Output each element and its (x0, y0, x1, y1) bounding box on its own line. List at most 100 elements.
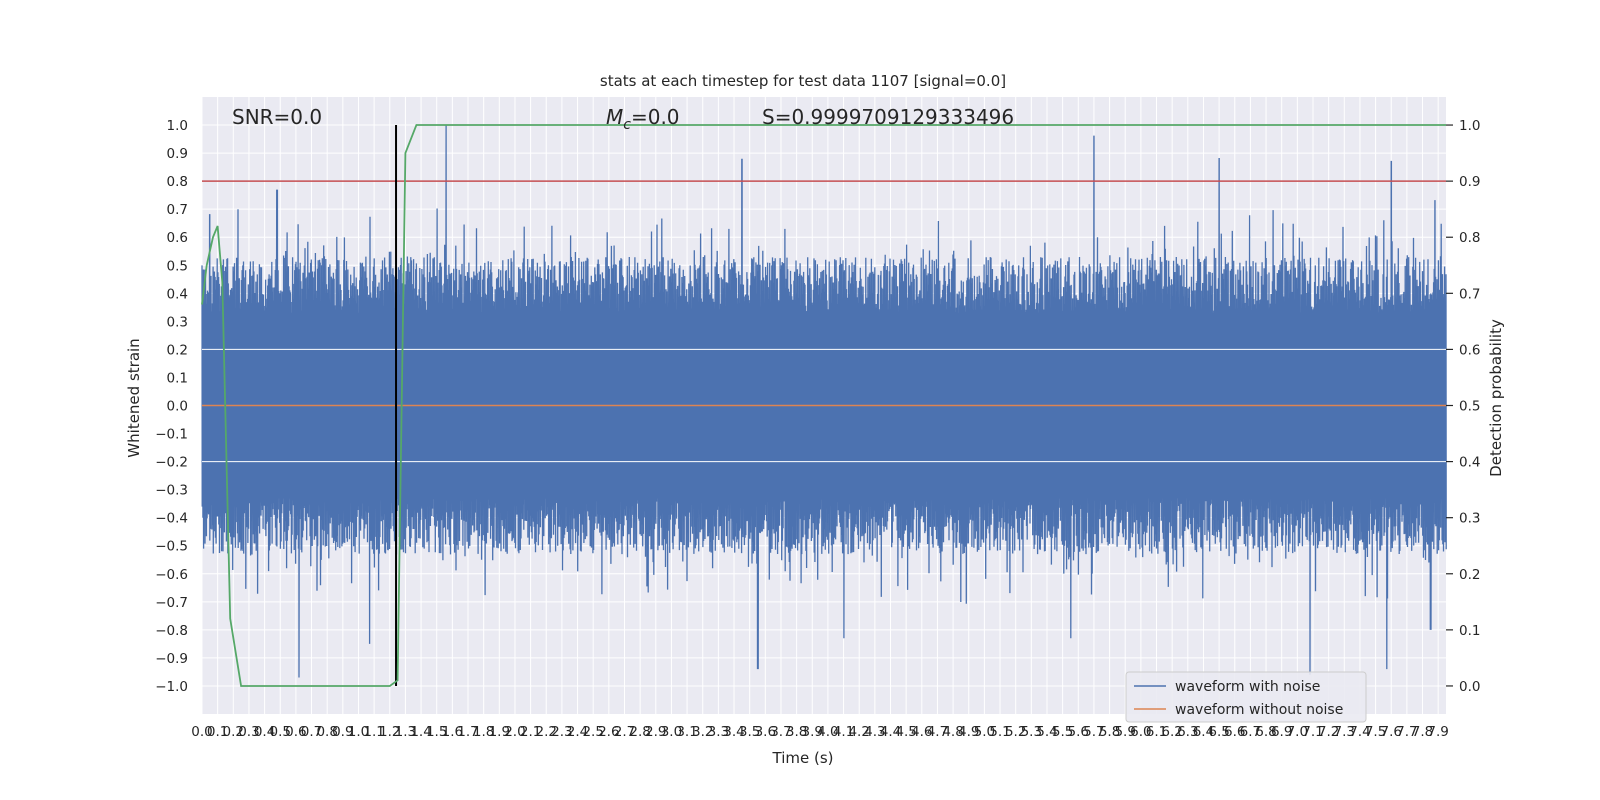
x-tick-label: 6.2 (1161, 724, 1182, 740)
x-tick-label: 7.1 (1302, 724, 1323, 740)
x-tick-label: 1.2 (379, 724, 400, 740)
x-tick-label: 5.2 (1005, 724, 1026, 740)
x-tick-label: 6.1 (1146, 724, 1167, 740)
x-tick-label: 0.1 (207, 724, 228, 740)
x-tick-label: 1.4 (410, 724, 431, 740)
x-tick-label: 1.9 (489, 724, 510, 740)
x-tick-label: 6.7 (1240, 724, 1261, 740)
x-axis-label: Time (s) (772, 749, 834, 767)
y-tick-label: 0.8 (167, 174, 188, 190)
y-tick-label: −1.0 (155, 679, 188, 695)
y-tick-label: 0.0 (167, 399, 188, 415)
x-tick-label: 5.7 (1083, 724, 1104, 740)
x-tick-label: 2.8 (629, 724, 650, 740)
x-tick-label: 5.1 (989, 724, 1010, 740)
x-tick-label: 2.6 (598, 724, 619, 740)
x-tick-label: 2.9 (645, 724, 666, 740)
x-tick-label: 5.5 (1052, 724, 1073, 740)
y-tick-label: 0.4 (167, 286, 188, 302)
y2-tick-label: 0.2 (1459, 567, 1480, 583)
y2-tick-label: 0.7 (1459, 286, 1480, 302)
y-tick-label: 0.3 (167, 314, 188, 330)
x-tick-label: 7.5 (1365, 724, 1386, 740)
y-tick-label: −0.4 (155, 511, 188, 527)
x-tick-label: 2.1 (520, 724, 541, 740)
y-tick-label: 1.0 (167, 118, 188, 134)
y-tick-label: 0.9 (167, 146, 188, 162)
y-tick-label: −0.7 (155, 595, 188, 611)
x-tick-label: 5.8 (1099, 724, 1120, 740)
x-tick-label: 3.5 (739, 724, 760, 740)
x-tick-label: 7.4 (1349, 724, 1370, 740)
x-tick-label: 0.6 (285, 724, 306, 740)
x-tick-label: 7.8 (1412, 724, 1433, 740)
y2-tick-label: 0.3 (1459, 511, 1480, 527)
x-tick-label: 1.0 (348, 724, 369, 740)
x-tick-label: 7.9 (1427, 724, 1448, 740)
x-tick-label: 3.8 (786, 724, 807, 740)
x-tick-label: 6.6 (1224, 724, 1245, 740)
x-tick-label: 1.1 (363, 724, 384, 740)
x-tick-labels: 0.00.10.20.30.40.50.60.70.80.91.01.11.21… (191, 724, 1449, 740)
x-tick-label: 6.8 (1255, 724, 1276, 740)
x-tick-label: 3.1 (676, 724, 697, 740)
x-tick-label: 7.2 (1318, 724, 1339, 740)
lines (201, 124, 1446, 687)
x-tick-label: 6.4 (1193, 724, 1214, 740)
x-tick-label: 5.4 (1036, 724, 1057, 740)
x-tick-label: 7.7 (1396, 724, 1417, 740)
x-tick-label: 1.8 (473, 724, 494, 740)
y-tick-label: −0.2 (155, 455, 188, 471)
y-tick-label: 0.2 (167, 342, 188, 358)
chart-title: stats at each timestep for test data 110… (600, 72, 1006, 90)
x-tick-label: 0.2 (223, 724, 244, 740)
x-tick-label: 2.7 (614, 724, 635, 740)
y-axis-label: Whitened strain (125, 338, 143, 457)
x-tick-label: 0.4 (254, 724, 275, 740)
snr-annotation: SNR=0.0 (232, 105, 322, 129)
x-tick-label: 5.3 (1021, 724, 1042, 740)
x-tick-label: 3.7 (770, 724, 791, 740)
x-tick-label: 7.3 (1334, 724, 1355, 740)
y2-tick-label: 0.0 (1459, 679, 1480, 695)
y2-axis-label: Detection probability (1487, 319, 1505, 477)
x-tick-label: 6.0 (1130, 724, 1151, 740)
x-tick-label: 5.6 (1068, 724, 1089, 740)
x-tick-label: 7.0 (1287, 724, 1308, 740)
x-tick-label: 2.4 (567, 724, 588, 740)
y2-tick-label: 0.5 (1459, 399, 1480, 415)
x-tick-label: 0.3 (238, 724, 259, 740)
x-tick-label: 4.7 (927, 724, 948, 740)
y2-tick-label: 0.1 (1459, 623, 1480, 639)
y2-tick-label: 0.4 (1459, 455, 1480, 471)
x-tick-label: 2.5 (582, 724, 603, 740)
y-tick-label: 0.6 (167, 230, 188, 246)
x-tick-label: 2.0 (504, 724, 525, 740)
y-tick-label: 0.7 (167, 202, 188, 218)
x-tick-label: 4.4 (880, 724, 901, 740)
y-tick-labels: −1.0 −0.9 −0.8 −0.7 −0.6 −0.5 −0.4 −0.3 −0.2 −0.1… (155, 118, 188, 695)
x-tick-label: 3.3 (708, 724, 729, 740)
x-tick-label: 4.0 (817, 724, 838, 740)
legend: waveform with noise waveform without noi… (1125, 671, 1367, 723)
y-tick-label: −0.1 (155, 427, 188, 443)
s-annotation: S=0.9999709129333496 (762, 105, 1014, 129)
x-tick-label: 2.2 (536, 724, 557, 740)
y2-tick-label: 1.0 (1459, 118, 1480, 134)
x-tick-label: 1.3 (395, 724, 416, 740)
legend-label-clean: waveform without noise (1175, 702, 1343, 718)
y2-tick-labels: 0.0 0.1 0.2 0.3 0.4 0.5 0.6 0.7 0.8 0.9 1.0 (1446, 118, 1480, 695)
y-tick-label: −0.9 (155, 651, 188, 667)
x-tick-label: 5.9 (1114, 724, 1135, 740)
x-tick-label: 4.8 (942, 724, 963, 740)
x-tick-label: 6.3 (1177, 724, 1198, 740)
y-tick-label: −0.5 (155, 539, 188, 555)
x-tick-label: 1.7 (457, 724, 478, 740)
x-tick-label: 0.5 (269, 724, 290, 740)
x-tick-label: 5.0 (974, 724, 995, 740)
y2-tick-label: 0.9 (1459, 174, 1480, 190)
x-tick-label: 0.9 (332, 724, 353, 740)
x-tick-label: 3.4 (723, 724, 744, 740)
x-tick-label: 6.9 (1271, 724, 1292, 740)
